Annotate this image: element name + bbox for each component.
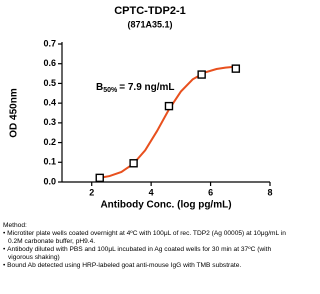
data-point xyxy=(95,173,104,183)
notes-heading: Method: xyxy=(3,222,27,229)
y-tick-label: 0.4 xyxy=(43,98,56,108)
annotation: B50% = 7.9 ng/mL xyxy=(96,82,175,94)
y-tick-label: 0.1 xyxy=(43,157,56,167)
chart-subtitle: (871A35.1) xyxy=(127,19,172,29)
annotation-text: B xyxy=(96,82,103,93)
notes: Method: Microtiter plate wells coated ov… xyxy=(3,222,297,270)
chart: CPTC-TDP2-1 (871A35.1) OD 450nm Antibody… xyxy=(9,5,273,211)
data-point xyxy=(197,70,206,79)
note-bullet: Bound Ab detected using HRP-labeled goat… xyxy=(3,262,297,270)
chart-title: CPTC-TDP2-1 xyxy=(114,5,186,17)
x-tick-label: 4 xyxy=(149,187,154,197)
y-tick-label: 0.3 xyxy=(43,117,56,127)
y-tick-label: 0.7 xyxy=(43,38,56,48)
page: CPTC-TDP2-1 (871A35.1) OD 450nm Antibody… xyxy=(0,0,300,294)
y-tick-label: 0.0 xyxy=(43,176,56,186)
x-axis-label: Antibody Conc. (log pg/mL) xyxy=(100,200,231,211)
y-axis-label: OD 450nm xyxy=(9,88,20,138)
data-point xyxy=(231,64,241,73)
x-tick-label: 2 xyxy=(89,187,94,197)
y-tick-label: 0.5 xyxy=(43,78,56,88)
note-bullet: Antibody diluted with PBS and 100μL incu… xyxy=(3,246,297,262)
note-bullet: Microtiter plate wells coated overnight … xyxy=(3,230,297,246)
annotation-rest: = 7.9 ng/mL xyxy=(119,82,174,93)
x-tick-label: 6 xyxy=(208,187,213,197)
x-tick-label: 8 xyxy=(267,187,272,197)
y-tick-label: 0.2 xyxy=(43,137,56,147)
data-point xyxy=(164,101,174,111)
data-point xyxy=(129,159,138,168)
y-tick-label: 0.6 xyxy=(43,58,56,68)
annotation-subscript: 50% xyxy=(103,87,118,94)
